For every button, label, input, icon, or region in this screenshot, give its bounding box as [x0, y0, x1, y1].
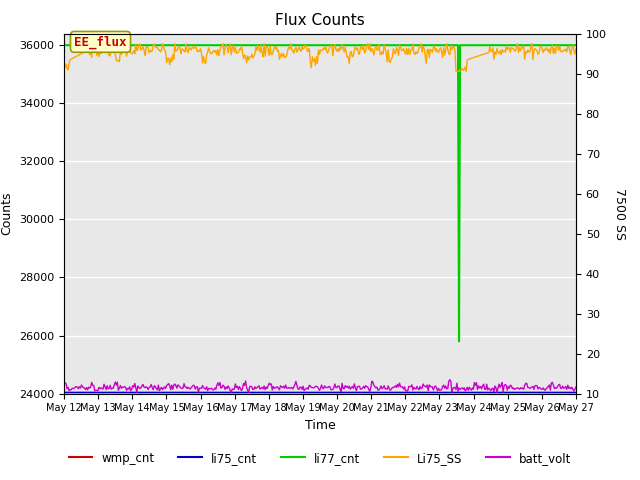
Text: EE_flux: EE_flux	[74, 35, 127, 48]
Legend: wmp_cnt, li75_cnt, li77_cnt, Li75_SS, batt_volt: wmp_cnt, li75_cnt, li77_cnt, Li75_SS, ba…	[64, 447, 576, 469]
X-axis label: Time: Time	[305, 419, 335, 432]
Title: Flux Counts: Flux Counts	[275, 13, 365, 28]
Y-axis label: Counts: Counts	[1, 192, 13, 235]
Y-axis label: 7500 SS: 7500 SS	[613, 188, 626, 240]
